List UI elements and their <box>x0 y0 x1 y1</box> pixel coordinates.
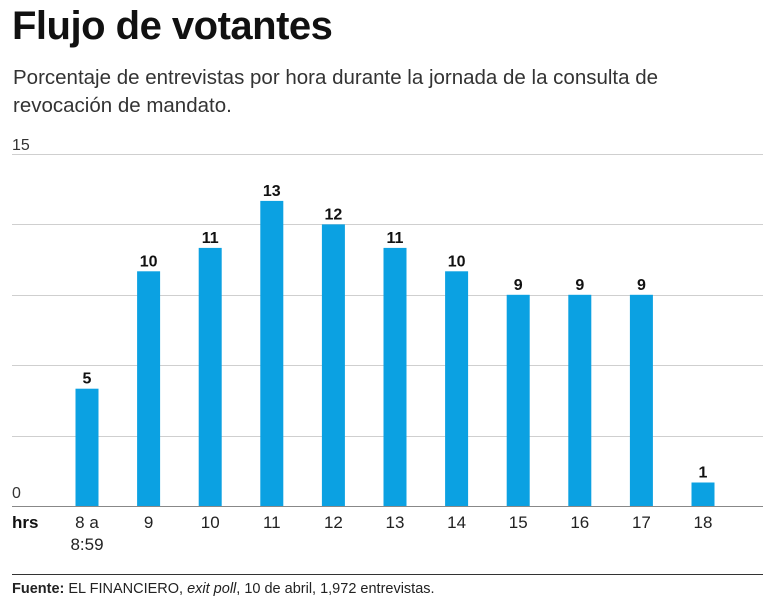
source-suffix: , 10 de abril, 1,972 entrevistas. <box>236 581 435 597</box>
bar <box>629 294 653 506</box>
chart-subtitle: Porcentaje de entrevistas por hora duran… <box>13 66 659 117</box>
data-label: 10 <box>140 253 158 270</box>
x-tick-label: 18 <box>694 513 713 532</box>
bar <box>75 388 99 506</box>
x-axis: 8 a 8:59 9 10 11 12 13 14 15 16 17 18 hrs <box>12 513 712 554</box>
bar <box>198 247 222 506</box>
bar <box>506 294 530 506</box>
data-label: 9 <box>637 277 646 294</box>
data-label: 10 <box>448 253 466 270</box>
data-labels: 5 10 11 13 12 11 10 9 9 9 1 <box>83 183 708 482</box>
bar <box>321 224 345 506</box>
x-tick-label: 14 <box>447 513 466 532</box>
x-tick-label: 9 <box>144 513 153 532</box>
x-tick-label: 11 <box>263 513 281 532</box>
footer-divider <box>12 574 763 575</box>
data-label: 5 <box>83 371 92 388</box>
data-label: 1 <box>699 465 708 482</box>
bar <box>137 271 161 506</box>
source-label: Fuente: <box>12 581 65 597</box>
bars <box>75 200 715 506</box>
x-tick-label: 12 <box>324 513 343 532</box>
bar <box>568 294 592 506</box>
bar <box>445 271 469 506</box>
y-axis: 0 15 <box>12 137 30 502</box>
bar <box>691 482 715 506</box>
x-tick-label: 17 <box>632 513 651 532</box>
x-tick-label: 8 a 8:59 <box>70 513 103 554</box>
source-prefix: EL FINANCIERO, <box>64 581 188 597</box>
bar <box>260 200 284 506</box>
y-tick-label-15: 15 <box>12 137 30 154</box>
data-label: 11 <box>202 230 219 247</box>
data-label: 11 <box>387 230 404 247</box>
x-tick-label: 10 <box>201 513 220 532</box>
y-tick-label-0: 0 <box>12 485 21 502</box>
bar <box>383 247 407 506</box>
x-axis-label: hrs <box>12 513 38 532</box>
x-tick-label: 13 <box>386 513 405 532</box>
chart-title: Flujo de votantes <box>12 4 333 48</box>
x-tick-label: 15 <box>509 513 528 532</box>
source-italic: exit poll <box>187 581 237 597</box>
data-label: 9 <box>575 277 584 294</box>
bar-chart: 5 10 11 13 12 11 10 9 9 9 1 0 15 8 a 8:59 9 10 11 12 13 14… <box>12 137 763 554</box>
data-label: 12 <box>325 206 343 223</box>
x-tick-label: 16 <box>570 513 589 532</box>
data-label: 13 <box>263 183 281 200</box>
data-label: 9 <box>514 277 523 294</box>
source-note: Fuente: EL FINANCIERO, exit poll, 10 de … <box>12 581 435 597</box>
